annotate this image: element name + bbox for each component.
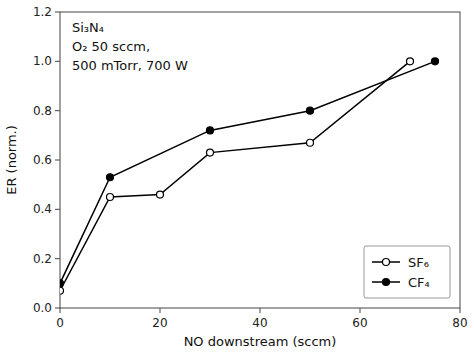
data-point xyxy=(407,58,414,65)
y-tick xyxy=(55,12,60,13)
x-tick-label: 40 xyxy=(252,316,267,330)
legend: SF₆ CF₄ xyxy=(364,246,450,298)
chart: 0 20 40 60 80 0.0 0.2 0.4 0.6 0.8 1.0 1.2 NO downstr… xyxy=(0,0,474,354)
legend-marker xyxy=(383,259,390,266)
y-tick xyxy=(55,209,60,210)
y-tick xyxy=(55,110,60,111)
y-tick-label: 0.8 xyxy=(33,104,52,118)
legend-box xyxy=(364,246,450,298)
x-tick-label: 80 xyxy=(452,316,467,330)
series-line xyxy=(60,61,410,290)
y-tick-label: 0.6 xyxy=(33,153,52,167)
x-tick xyxy=(460,308,461,313)
x-tick xyxy=(360,308,361,313)
x-tick xyxy=(260,308,261,313)
data-point xyxy=(207,127,214,134)
y-tick-label: 1.2 xyxy=(33,5,52,19)
data-point xyxy=(207,149,214,156)
data-point xyxy=(60,287,64,294)
legend-marker xyxy=(383,279,390,286)
x-tick-label: 0 xyxy=(56,316,64,330)
y-tick-label: 0.2 xyxy=(33,252,52,266)
y-tick-label: 1.0 xyxy=(33,54,52,68)
x-tick xyxy=(60,308,61,313)
y-tick-label: 0.0 xyxy=(33,301,52,315)
annotation: Si₃N₄ xyxy=(72,20,104,35)
y-tick xyxy=(55,61,60,62)
annotation: O₂ 50 sccm, xyxy=(72,39,150,54)
y-tick xyxy=(55,308,60,309)
legend-label: SF₆ xyxy=(408,255,429,270)
y-tick-label: 0.4 xyxy=(33,202,52,216)
y-tick xyxy=(55,258,60,259)
x-tick-label: 60 xyxy=(352,316,367,330)
plot-frame xyxy=(60,12,460,308)
data-point xyxy=(157,191,164,198)
data-point xyxy=(60,280,64,287)
legend-label: CF₄ xyxy=(408,275,430,290)
x-tick xyxy=(160,308,161,313)
y-tick xyxy=(55,160,60,161)
data-point xyxy=(107,174,114,181)
data-point xyxy=(432,58,439,65)
x-tick-label: 20 xyxy=(152,316,167,330)
y-axis-label: ER (norm.) xyxy=(4,125,19,195)
data-point xyxy=(307,107,314,114)
x-axis-label: NO downstream (sccm) xyxy=(184,334,337,349)
annotation: 500 mTorr, 700 W xyxy=(72,58,188,73)
data-point xyxy=(107,194,114,201)
data-point xyxy=(307,139,314,146)
